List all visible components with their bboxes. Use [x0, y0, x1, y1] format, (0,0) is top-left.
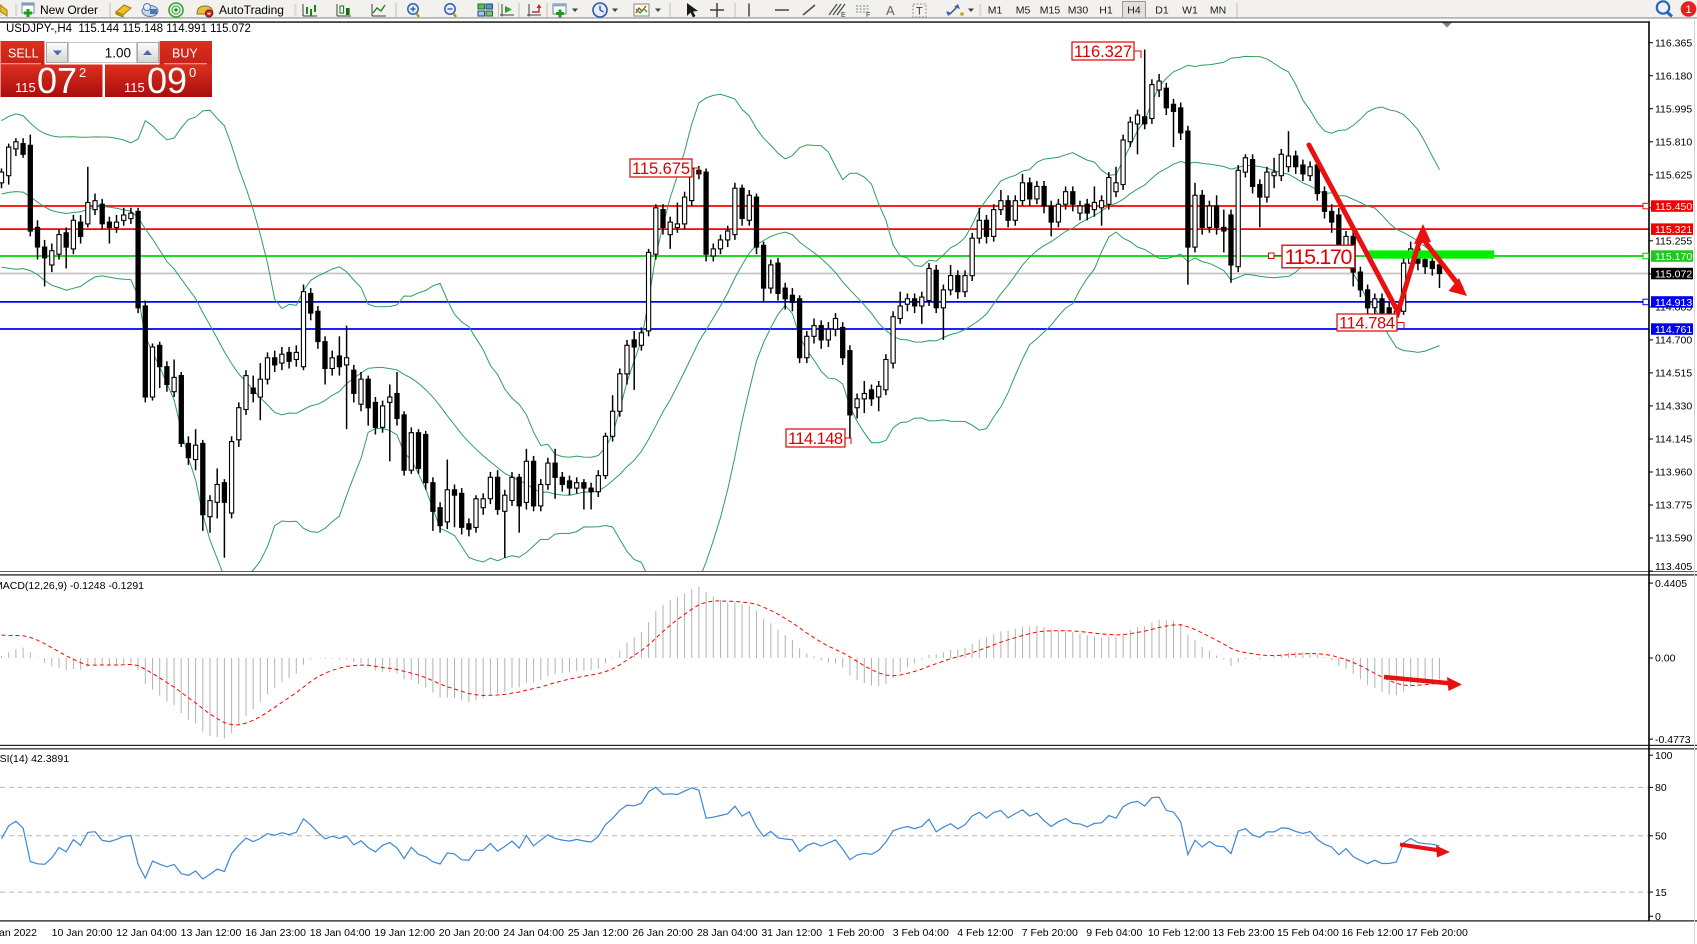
- svg-text:116.327: 116.327: [1074, 43, 1132, 61]
- svg-text:114.761: 114.761: [1655, 324, 1692, 336]
- svg-text:0.4405: 0.4405: [1655, 578, 1687, 590]
- svg-text:12 Jan 04:00: 12 Jan 04:00: [116, 927, 177, 939]
- svg-text:7 Jan 2022: 7 Jan 2022: [0, 927, 37, 939]
- svg-text:BUY: BUY: [172, 47, 198, 61]
- svg-text:114.700: 114.700: [1655, 335, 1692, 347]
- svg-text:USDJPY-,H4 115.144 115.148 11: USDJPY-,H4 115.144 115.148 114.991 115.0…: [6, 23, 251, 35]
- svg-text:25 Jan 12:00: 25 Jan 12:00: [568, 927, 629, 939]
- svg-text:H4: H4: [1127, 5, 1141, 17]
- svg-text:RSI(14) 42.3891: RSI(14) 42.3891: [0, 753, 69, 765]
- svg-text:115: 115: [124, 80, 145, 95]
- svg-text:New Order: New Order: [40, 3, 98, 17]
- svg-text:114.148: 114.148: [788, 430, 843, 448]
- svg-text:115.321: 115.321: [1655, 224, 1692, 236]
- svg-text:115.170: 115.170: [1285, 245, 1353, 269]
- svg-text:114.784: 114.784: [1339, 315, 1395, 333]
- svg-text:2: 2: [79, 65, 86, 80]
- svg-text:16 Jan 23:00: 16 Jan 23:00: [245, 927, 306, 939]
- svg-text:20 Jan 20:00: 20 Jan 20:00: [439, 927, 500, 939]
- svg-text:H1: H1: [1099, 5, 1113, 17]
- svg-text:4 Feb 12:00: 4 Feb 12:00: [957, 927, 1013, 939]
- svg-text:0.00: 0.00: [1655, 653, 1676, 665]
- svg-text:26 Jan 20:00: 26 Jan 20:00: [632, 927, 693, 939]
- svg-text:113.590: 113.590: [1655, 533, 1692, 545]
- svg-text:13 Jan 12:00: 13 Jan 12:00: [181, 927, 242, 939]
- svg-text:E: E: [841, 12, 846, 19]
- svg-text:M1: M1: [988, 5, 1003, 17]
- svg-text:1 Feb 20:00: 1 Feb 20:00: [828, 927, 884, 939]
- svg-text:116.180: 116.180: [1655, 70, 1692, 82]
- svg-text:D1: D1: [1155, 5, 1169, 17]
- svg-text:07: 07: [37, 60, 77, 101]
- svg-text:115.995: 115.995: [1655, 103, 1692, 115]
- svg-text:115.170: 115.170: [1655, 251, 1692, 263]
- svg-text:AutoTrading: AutoTrading: [219, 3, 284, 17]
- svg-text:7 Feb 20:00: 7 Feb 20:00: [1022, 927, 1078, 939]
- svg-text:115: 115: [15, 80, 36, 95]
- svg-text:-0.4773: -0.4773: [1655, 734, 1691, 746]
- svg-text:15 Feb 04:00: 15 Feb 04:00: [1277, 927, 1339, 939]
- svg-text:MACD(12,26,9) -0.1248 -0.1291: MACD(12,26,9) -0.1248 -0.1291: [0, 580, 144, 592]
- svg-text:115.625: 115.625: [1655, 170, 1692, 182]
- svg-text:24 Jan 04:00: 24 Jan 04:00: [503, 927, 564, 939]
- svg-text:9 Feb 04:00: 9 Feb 04:00: [1086, 927, 1142, 939]
- svg-text:T: T: [916, 6, 923, 18]
- svg-text:SELL: SELL: [8, 47, 39, 61]
- svg-text:100: 100: [1655, 750, 1673, 762]
- svg-text:W1: W1: [1182, 5, 1198, 17]
- svg-text:0: 0: [1655, 911, 1661, 923]
- svg-text:113.775: 113.775: [1655, 500, 1692, 512]
- svg-text:28 Jan 04:00: 28 Jan 04:00: [697, 927, 758, 939]
- svg-text:80: 80: [1655, 782, 1667, 794]
- svg-text:19 Jan 12:00: 19 Jan 12:00: [374, 927, 435, 939]
- svg-text:114.515: 114.515: [1655, 368, 1692, 380]
- svg-text:31 Jan 12:00: 31 Jan 12:00: [761, 927, 822, 939]
- svg-text:1: 1: [1685, 4, 1691, 16]
- svg-text:A: A: [886, 3, 895, 18]
- svg-text:M15: M15: [1040, 5, 1061, 17]
- svg-text:115.810: 115.810: [1655, 137, 1692, 149]
- svg-text:F: F: [866, 12, 870, 19]
- svg-text:50: 50: [1655, 831, 1667, 843]
- svg-text:113.960: 113.960: [1655, 467, 1692, 479]
- svg-text:114.330: 114.330: [1655, 401, 1692, 413]
- svg-text:115.255: 115.255: [1655, 236, 1692, 248]
- svg-text:114.145: 114.145: [1655, 434, 1692, 446]
- svg-text:0: 0: [189, 65, 196, 80]
- svg-text:10 Feb 12:00: 10 Feb 12:00: [1148, 927, 1210, 939]
- svg-text:116.365: 116.365: [1655, 37, 1692, 49]
- svg-text:10 Jan 20:00: 10 Jan 20:00: [52, 927, 113, 939]
- svg-text:18 Jan 04:00: 18 Jan 04:00: [310, 927, 371, 939]
- svg-text:17 Feb 20:00: 17 Feb 20:00: [1406, 927, 1468, 939]
- svg-text:115.072: 115.072: [1655, 268, 1692, 280]
- svg-text:115.675: 115.675: [632, 160, 690, 178]
- svg-text:09: 09: [147, 60, 187, 101]
- svg-text:13 Feb 23:00: 13 Feb 23:00: [1212, 927, 1274, 939]
- svg-text:MN: MN: [1210, 5, 1226, 17]
- svg-text:113.405: 113.405: [1655, 561, 1692, 573]
- svg-text:1.00: 1.00: [105, 46, 131, 61]
- svg-text:16 Feb 12:00: 16 Feb 12:00: [1341, 927, 1403, 939]
- svg-text:15: 15: [1655, 887, 1667, 899]
- svg-text:M5: M5: [1016, 5, 1031, 17]
- svg-text:M30: M30: [1068, 5, 1089, 17]
- svg-text:115.450: 115.450: [1655, 201, 1692, 213]
- svg-text:3 Feb 04:00: 3 Feb 04:00: [893, 927, 949, 939]
- svg-text:114.913: 114.913: [1655, 297, 1692, 309]
